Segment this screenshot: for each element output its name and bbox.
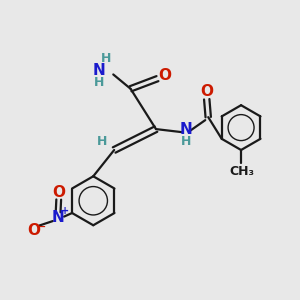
- Text: O: O: [158, 68, 171, 83]
- Text: N: N: [179, 122, 192, 136]
- Text: H: H: [94, 76, 104, 89]
- Text: N: N: [93, 63, 105, 78]
- Text: O: O: [200, 84, 213, 99]
- Text: H: H: [96, 135, 107, 148]
- Text: H: H: [181, 135, 191, 148]
- Text: O: O: [28, 224, 41, 238]
- Text: −: −: [37, 221, 46, 231]
- Text: O: O: [52, 184, 65, 200]
- Text: +: +: [61, 206, 69, 216]
- Text: CH₃: CH₃: [229, 165, 254, 178]
- Text: H: H: [100, 52, 111, 65]
- Text: N: N: [52, 210, 64, 225]
